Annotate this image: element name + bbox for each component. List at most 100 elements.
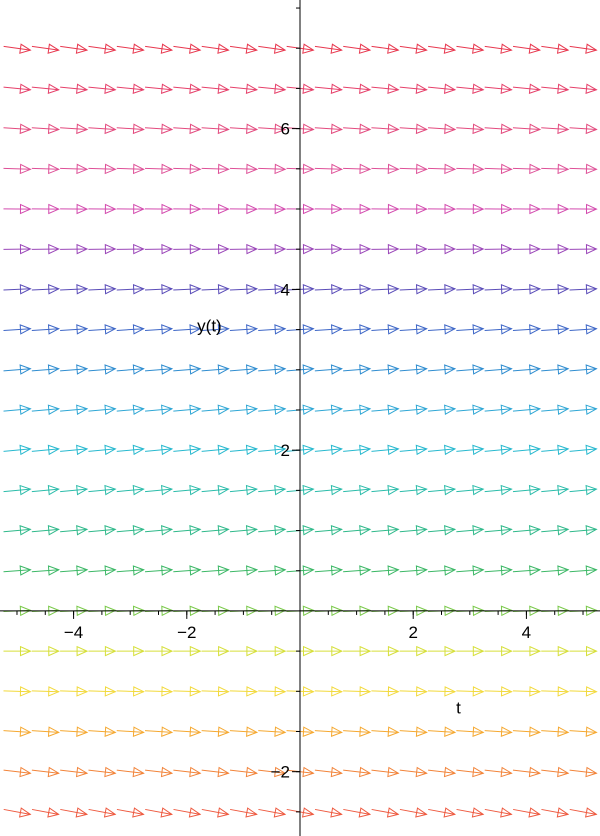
arrow-head <box>132 324 145 335</box>
arrow-head <box>274 123 287 135</box>
direction-arrow <box>229 123 259 135</box>
direction-arrow <box>343 807 372 818</box>
direction-arrow <box>258 807 287 818</box>
arrow-shaft <box>173 808 201 815</box>
direction-arrow <box>88 807 117 818</box>
arrow-shaft <box>512 730 540 733</box>
arrow-shaft <box>428 488 455 493</box>
arrow-head <box>274 726 287 737</box>
x-tick-label: −4 <box>64 623 83 642</box>
direction-arrow <box>116 525 145 536</box>
direction-arrow <box>343 686 372 697</box>
direction-arrow <box>428 525 457 536</box>
direction-arrow <box>88 283 117 295</box>
direction-arrow <box>428 364 457 375</box>
arrow-head <box>387 203 400 215</box>
direction-arrow <box>144 364 174 375</box>
arrow-head <box>103 807 117 818</box>
arrow-head <box>274 243 287 255</box>
direction-arrow <box>3 163 32 175</box>
arrow-head <box>556 807 570 818</box>
arrow-head <box>359 324 372 335</box>
arrow-head <box>359 686 372 697</box>
direction-arrow <box>60 324 89 335</box>
direction-arrow <box>484 766 513 778</box>
direction-arrow <box>512 766 542 778</box>
y-tick-label: −2 <box>271 763 290 782</box>
arrow-shaft <box>258 167 286 170</box>
arrow-shaft <box>569 569 597 573</box>
arrow-shaft <box>31 328 59 331</box>
arrow-shaft <box>31 408 59 412</box>
direction-arrow <box>569 807 598 818</box>
direction-arrow <box>3 726 32 737</box>
direction-arrow <box>484 123 513 135</box>
arrow-shaft <box>541 368 569 372</box>
arrow-head <box>217 565 230 576</box>
arrow-shaft <box>399 167 427 170</box>
direction-arrow <box>60 203 89 215</box>
direction-arrow <box>3 444 32 456</box>
arrow-head <box>245 807 258 818</box>
arrow-head <box>47 565 60 576</box>
direction-arrow <box>173 243 202 255</box>
arrow-head <box>387 324 400 335</box>
arrow-head <box>217 364 230 375</box>
arrow-head <box>133 243 145 255</box>
arrow-head <box>19 726 32 737</box>
direction-arrow <box>343 243 372 255</box>
arrow-head <box>161 163 174 175</box>
arrow-head <box>76 324 89 335</box>
direction-arrow <box>569 444 598 456</box>
arrow-shaft <box>314 328 342 331</box>
direction-arrow <box>456 123 485 135</box>
direction-arrow <box>229 243 259 255</box>
arrow-shaft <box>484 808 512 815</box>
direction-arrow <box>116 283 145 295</box>
arrow-head <box>529 163 542 175</box>
arrow-shaft <box>116 528 144 533</box>
arrow-head <box>76 525 89 536</box>
arrow-shaft <box>88 328 116 331</box>
arrow-shaft <box>512 528 540 533</box>
direction-arrow <box>3 324 32 335</box>
direction-arrow <box>258 123 287 135</box>
arrow-head <box>245 364 259 375</box>
arrow-head <box>330 324 343 335</box>
direction-arrow <box>258 766 287 778</box>
arrow-shaft <box>258 448 286 452</box>
arrow-head <box>133 686 145 697</box>
arrow-shaft <box>456 488 484 493</box>
arrow-head <box>189 565 202 576</box>
arrow-head <box>48 645 60 657</box>
arrow-shaft <box>144 127 172 130</box>
direction-arrow <box>541 203 570 215</box>
arrow-shaft <box>229 368 257 372</box>
arrow-shaft <box>88 808 116 815</box>
arrow-head <box>500 364 513 375</box>
direction-arrow <box>144 324 174 335</box>
arrow-shaft <box>314 690 342 693</box>
direction-arrow <box>116 43 145 54</box>
direction-arrow <box>428 726 457 737</box>
arrow-head <box>274 324 287 335</box>
direction-arrow <box>569 283 598 295</box>
direction-arrow <box>399 163 428 175</box>
direction-arrow <box>3 83 32 94</box>
arrow-shaft <box>512 690 540 693</box>
arrow-head <box>301 807 315 818</box>
arrow-head <box>416 686 428 697</box>
arrow-head <box>246 565 259 576</box>
arrow-head <box>444 404 457 415</box>
arrow-head <box>330 525 343 536</box>
direction-arrow <box>314 444 343 456</box>
arrow-shaft <box>3 528 31 533</box>
arrow-head <box>586 645 598 657</box>
arrow-head <box>76 283 89 295</box>
arrow-head <box>444 163 457 175</box>
arrow-head <box>132 123 145 135</box>
arrow-shaft <box>541 127 569 130</box>
arrow-shaft <box>116 86 144 91</box>
y-tick-label: 2 <box>281 441 290 460</box>
arrow-shaft <box>541 690 569 693</box>
